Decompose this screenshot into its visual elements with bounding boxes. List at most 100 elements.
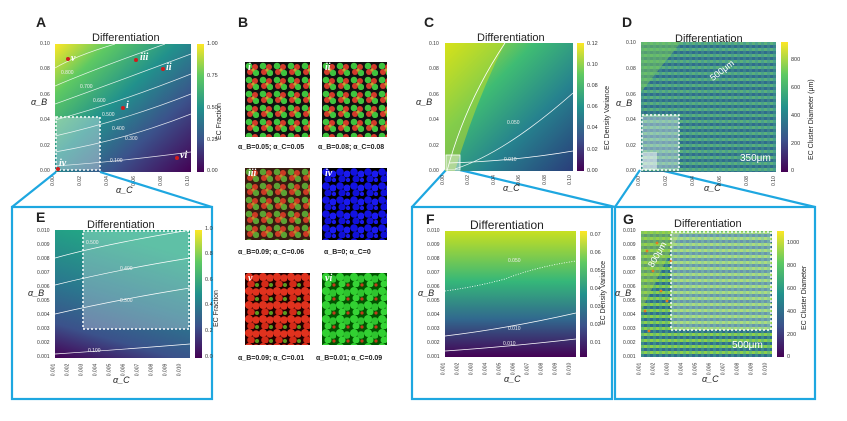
cbar-tick: 0.04 <box>587 125 598 131</box>
tile-caption: α_B=0.01; α_C=0.09 <box>316 355 383 362</box>
heatmap-g <box>641 231 772 357</box>
x-tick: 0.005 <box>106 363 113 377</box>
y-tick: 0.003 <box>427 326 440 332</box>
y-tick: 0.005 <box>623 298 636 304</box>
y-tick: 0.008 <box>37 256 50 262</box>
cbar-tick: 0.10 <box>587 62 598 68</box>
cbar-label: EC Fraction <box>213 290 220 327</box>
y-tick: 0.04 <box>626 117 636 123</box>
tile-label: i <box>248 62 251 73</box>
cbar-tick: 0.07 <box>590 232 601 238</box>
tile-caption: α_B=0; α_C=0 <box>324 249 371 256</box>
x-axis-label: α_C <box>504 374 521 384</box>
y-tick: 0.003 <box>37 326 50 332</box>
y-tick: 0.06 <box>40 92 50 98</box>
y-tick: 0.003 <box>623 326 636 332</box>
heatmap-d <box>641 42 776 172</box>
x-tick: 0.004 <box>678 362 685 376</box>
cbar-tick: 0.00 <box>207 168 218 174</box>
cbar-tick: 0.8 <box>205 251 213 257</box>
y-tick: 0.001 <box>37 354 50 360</box>
cbar-tick: 1000 <box>787 240 800 246</box>
contour-label: 0.800 <box>61 70 74 76</box>
y-tick: 0.009 <box>623 242 636 248</box>
tile-label: ii <box>325 62 331 73</box>
colorbar-f <box>580 231 587 357</box>
region-label: iv <box>59 158 67 169</box>
contour-label: 0.050 <box>507 120 520 126</box>
cbar-tick: 200 <box>787 332 797 338</box>
sim-tile <box>322 168 387 240</box>
contour-label: 0.050 <box>508 258 521 264</box>
cbar-tick: 200 <box>791 141 801 147</box>
cbar-tick: 800 <box>787 263 797 269</box>
colorbar-d <box>781 42 788 172</box>
contour-label: 0.400 <box>112 126 125 132</box>
y-tick: 0.005 <box>37 298 50 304</box>
x-tick: 0.002 <box>454 362 461 376</box>
cbar-tick: 0 <box>791 168 795 174</box>
x-tick: 0.004 <box>482 362 489 376</box>
x-tick: 0.10 <box>770 176 777 186</box>
heatmap-e <box>55 230 190 358</box>
y-axis-label: α_B <box>416 97 433 107</box>
cbar-tick: 0.04 <box>590 286 601 292</box>
x-tick: 0.04 <box>689 176 696 186</box>
chart-title: Differentiation <box>92 32 160 44</box>
x-tick: 0.001 <box>440 362 447 376</box>
y-tick: 0.005 <box>427 298 440 304</box>
cbar-tick: 0.02 <box>590 322 601 328</box>
region-label: i <box>126 100 129 111</box>
contour-label: 0.010 <box>503 341 516 347</box>
cbar-tick: 0.06 <box>590 250 601 256</box>
y-tick: 0.06 <box>626 92 636 98</box>
contour-label: 0.100 <box>88 348 101 354</box>
cbar-tick: 0.02 <box>587 147 598 153</box>
y-tick: 0.007 <box>37 270 50 276</box>
region-label: iii <box>140 52 149 63</box>
colorbar-a <box>197 44 204 172</box>
contour-label: 0.500 <box>86 240 99 246</box>
x-tick: 0.010 <box>566 362 573 376</box>
y-tick: 0.02 <box>40 143 50 149</box>
contour-label: 0.400 <box>120 266 133 272</box>
tile-caption: α_B=0.09; α_C=0.06 <box>238 249 305 256</box>
cbar-tick: 800 <box>791 57 801 63</box>
y-tick: 0.008 <box>427 256 440 262</box>
x-tick: 0.007 <box>720 362 727 376</box>
y-tick: 0.001 <box>623 354 636 360</box>
y-tick: 0.008 <box>623 256 636 262</box>
contour-label: 0.500 <box>102 112 115 118</box>
x-tick: 0.008 <box>538 362 545 376</box>
cbar-tick: 0.75 <box>207 73 218 79</box>
y-tick: 0.08 <box>40 66 50 72</box>
cbar-tick: 600 <box>791 85 801 91</box>
y-tick: 0.04 <box>429 117 439 123</box>
y-axis-label: α_B <box>418 288 435 298</box>
y-axis-label: α_B <box>616 98 633 108</box>
panel-letter: A <box>36 14 47 30</box>
cbar-tick: 0.06 <box>587 104 598 110</box>
x-tick: 0.010 <box>762 362 769 376</box>
y-tick: 0.002 <box>623 340 636 346</box>
panel-letter: F <box>426 211 435 227</box>
sim-tile <box>245 273 310 345</box>
colorbar-e <box>195 230 202 358</box>
cbar-tick: 1.0 <box>205 226 213 232</box>
y-tick: 0.006 <box>427 284 440 290</box>
x-tick: 0.04 <box>490 175 497 185</box>
cbar-tick: 0.50 <box>207 105 218 111</box>
sim-tile <box>245 62 310 137</box>
tile-label: iv <box>325 168 333 179</box>
x-tick: 0.005 <box>692 362 699 376</box>
panel-letter: B <box>238 14 249 30</box>
contour-label: 0.010 <box>504 157 517 163</box>
y-tick: 0.007 <box>427 270 440 276</box>
contour-label: 0.100 <box>110 158 123 164</box>
sim-tile <box>322 62 387 137</box>
y-tick: 0.10 <box>626 40 636 46</box>
cbar-tick: 0.05 <box>590 268 601 274</box>
cbar-tick: 0.4 <box>205 302 213 308</box>
tile-caption: α_B=0.05; α_C=0.05 <box>238 144 305 151</box>
